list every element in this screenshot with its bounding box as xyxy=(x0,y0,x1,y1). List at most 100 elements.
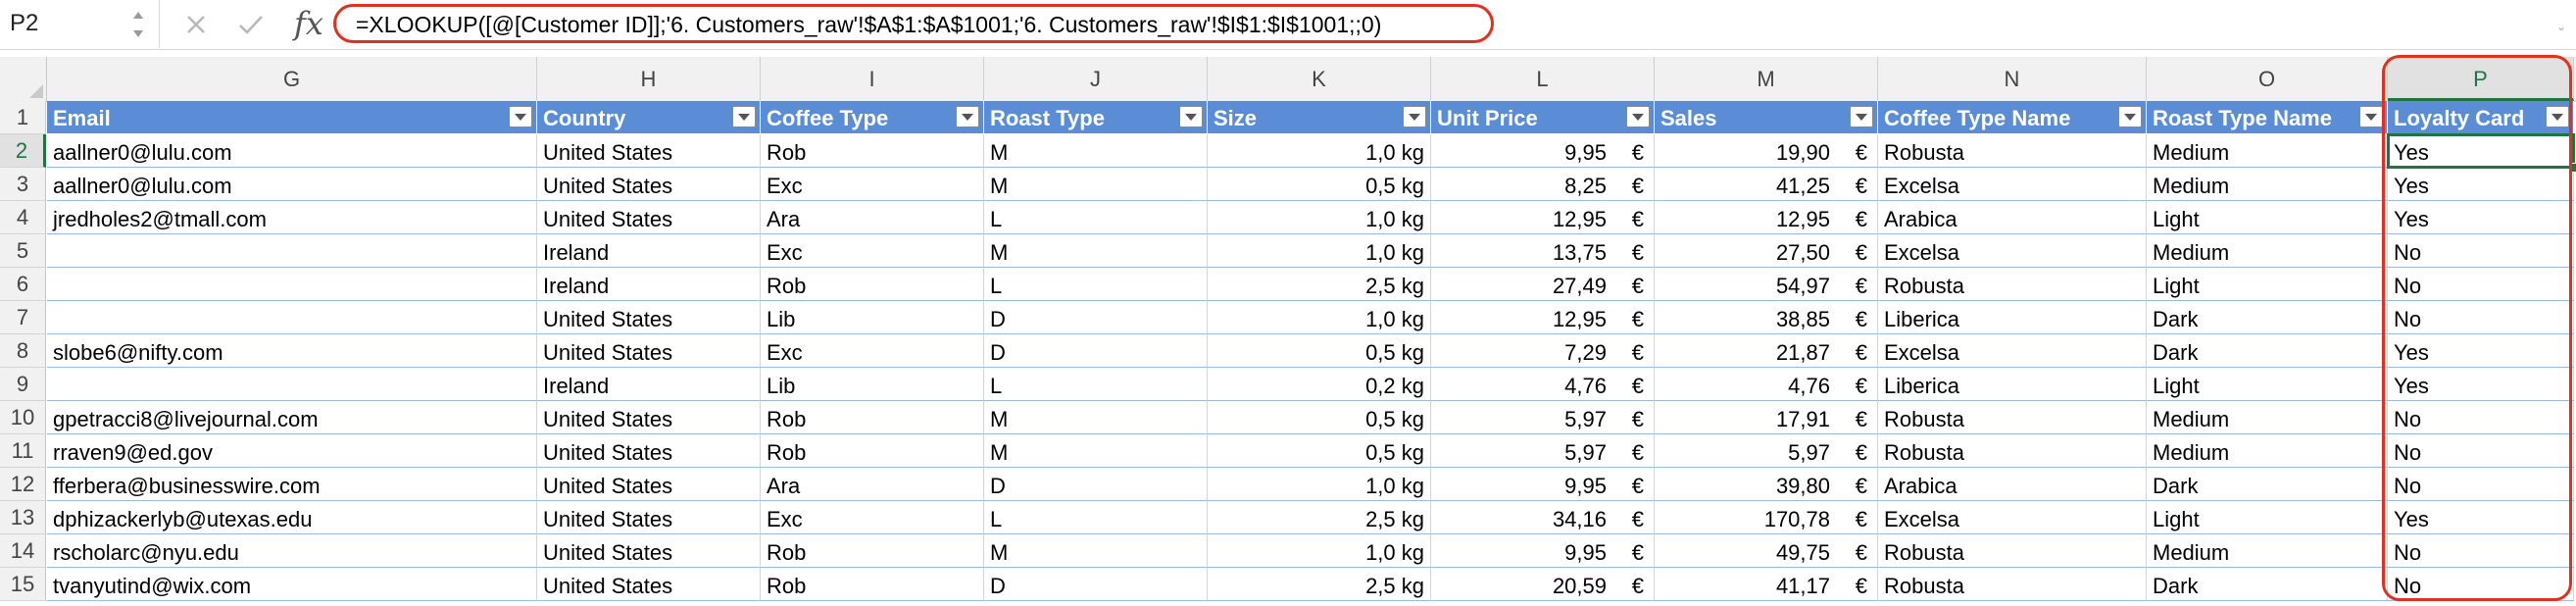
unit-price-cell[interactable]: 8,25 € xyxy=(1431,168,1655,201)
email-cell[interactable]: tvanyutind@wix.com xyxy=(47,568,537,601)
loyalty-card-cell[interactable]: No xyxy=(2388,434,2574,468)
filter-dropdown-icon[interactable] xyxy=(1179,106,1203,127)
country-cell[interactable]: United States xyxy=(537,501,761,534)
email-cell[interactable] xyxy=(47,234,537,268)
coffee-type-cell[interactable]: Rob xyxy=(761,534,984,568)
row-header[interactable]: 12 xyxy=(0,468,46,501)
column-header-o[interactable]: O xyxy=(2147,57,2388,101)
country-cell[interactable]: United States xyxy=(537,201,761,234)
email-cell[interactable]: rraven9@ed.gov xyxy=(47,434,537,468)
roast-type-cell[interactable]: L xyxy=(984,201,1208,234)
loyalty-card-cell[interactable]: No xyxy=(2388,468,2574,501)
roast-type-name-cell[interactable]: Medium xyxy=(2147,534,2388,568)
email-cell[interactable]: aallner0@lulu.com xyxy=(47,134,537,168)
row-header[interactable]: 5 xyxy=(0,234,46,268)
roast-type-name-cell[interactable]: Light xyxy=(2147,368,2388,401)
size-cell[interactable]: 0,2 kg xyxy=(1208,368,1431,401)
row-header[interactable]: 10 xyxy=(0,401,46,434)
roast-type-cell[interactable]: L xyxy=(984,268,1208,301)
column-header-g[interactable]: G xyxy=(47,57,537,101)
coffee-type-name-cell[interactable]: Arabica xyxy=(1878,468,2147,501)
coffee-type-cell[interactable]: Exc xyxy=(761,234,984,268)
unit-price-cell[interactable]: 12,95 € xyxy=(1431,201,1655,234)
roast-type-name-cell[interactable]: Light xyxy=(2147,501,2388,534)
email-cell[interactable] xyxy=(47,268,537,301)
table-header-cell[interactable]: Roast Type xyxy=(984,101,1208,134)
coffee-type-name-cell[interactable]: Robusta xyxy=(1878,268,2147,301)
unit-price-cell[interactable]: 9,95 € xyxy=(1431,134,1655,168)
coffee-type-name-cell[interactable]: Robusta xyxy=(1878,434,2147,468)
size-cell[interactable]: 1,0 kg xyxy=(1208,301,1431,334)
country-cell[interactable]: United States xyxy=(537,334,761,368)
filter-dropdown-icon[interactable] xyxy=(2546,106,2569,127)
coffee-type-name-cell[interactable]: Robusta xyxy=(1878,134,2147,168)
row-header[interactable]: 2 xyxy=(0,134,46,168)
table-header-cell[interactable]: Size xyxy=(1208,101,1431,134)
sales-cell[interactable]: 27,50 € xyxy=(1655,234,1878,268)
filter-dropdown-icon[interactable] xyxy=(1850,106,1873,127)
column-header-h[interactable]: H xyxy=(537,57,761,101)
coffee-type-name-cell[interactable]: Robusta xyxy=(1878,401,2147,434)
row-header[interactable]: 3 xyxy=(0,168,46,201)
coffee-type-name-cell[interactable]: Excelsa xyxy=(1878,168,2147,201)
roast-type-cell[interactable]: D xyxy=(984,301,1208,334)
unit-price-cell[interactable]: 4,76 € xyxy=(1431,368,1655,401)
coffee-type-name-cell[interactable]: Robusta xyxy=(1878,568,2147,601)
table-header-cell[interactable]: Sales xyxy=(1655,101,1878,134)
country-cell[interactable]: United States xyxy=(537,134,761,168)
size-cell[interactable]: 1,0 kg xyxy=(1208,468,1431,501)
row-header[interactable]: 7 xyxy=(0,301,46,334)
size-cell[interactable]: 1,0 kg xyxy=(1208,234,1431,268)
loyalty-card-cell[interactable]: Yes xyxy=(2388,334,2574,368)
email-cell[interactable]: slobe6@nifty.com xyxy=(47,334,537,368)
roast-type-name-cell[interactable]: Dark xyxy=(2147,568,2388,601)
loyalty-card-cell[interactable]: Yes xyxy=(2388,201,2574,234)
name-box[interactable]: P2 xyxy=(0,0,160,48)
roast-type-name-cell[interactable]: Medium xyxy=(2147,168,2388,201)
loyalty-card-cell[interactable]: No xyxy=(2388,301,2574,334)
coffee-type-cell[interactable]: Ara xyxy=(761,201,984,234)
fill-handle[interactable] xyxy=(2569,163,2576,173)
row-header[interactable]: 13 xyxy=(0,501,46,534)
row-header[interactable]: 8 xyxy=(0,334,46,368)
filter-dropdown-icon[interactable] xyxy=(1403,106,1426,127)
coffee-type-name-cell[interactable]: Arabica xyxy=(1878,201,2147,234)
column-header-k[interactable]: K xyxy=(1208,57,1431,101)
email-cell[interactable] xyxy=(47,368,537,401)
column-header-p[interactable]: P xyxy=(2388,57,2574,101)
row-header[interactable]: 9 xyxy=(0,368,46,401)
table-header-cell[interactable]: Country xyxy=(537,101,761,134)
sales-cell[interactable]: 49,75 € xyxy=(1655,534,1878,568)
roast-type-cell[interactable]: M xyxy=(984,534,1208,568)
coffee-type-cell[interactable]: Exc xyxy=(761,168,984,201)
table-header-cell[interactable]: Roast Type Name xyxy=(2147,101,2388,134)
sales-cell[interactable]: 170,78 € xyxy=(1655,501,1878,534)
coffee-type-name-cell[interactable]: Excelsa xyxy=(1878,234,2147,268)
country-cell[interactable]: United States xyxy=(537,534,761,568)
country-cell[interactable]: Ireland xyxy=(537,234,761,268)
row-header[interactable]: 1 xyxy=(0,101,46,134)
roast-type-cell[interactable]: M xyxy=(984,234,1208,268)
coffee-type-name-cell[interactable]: Liberica xyxy=(1878,368,2147,401)
roast-type-cell[interactable]: M xyxy=(984,434,1208,468)
roast-type-cell[interactable]: M xyxy=(984,168,1208,201)
roast-type-name-cell[interactable]: Dark xyxy=(2147,468,2388,501)
size-cell[interactable]: 0,5 kg xyxy=(1208,168,1431,201)
roast-type-name-cell[interactable]: Medium xyxy=(2147,401,2388,434)
coffee-type-name-cell[interactable]: Robusta xyxy=(1878,534,2147,568)
roast-type-cell[interactable]: D xyxy=(984,568,1208,601)
country-cell[interactable]: Ireland xyxy=(537,268,761,301)
unit-price-cell[interactable]: 7,29 € xyxy=(1431,334,1655,368)
country-cell[interactable]: United States xyxy=(537,434,761,468)
email-cell[interactable] xyxy=(47,301,537,334)
row-header[interactable]: 4 xyxy=(0,201,46,234)
table-header-cell[interactable]: Coffee Type xyxy=(761,101,984,134)
cancel-icon[interactable] xyxy=(176,6,216,43)
unit-price-cell[interactable]: 20,59 € xyxy=(1431,568,1655,601)
roast-type-name-cell[interactable]: Medium xyxy=(2147,134,2388,168)
coffee-type-name-cell[interactable]: Excelsa xyxy=(1878,334,2147,368)
row-header[interactable]: 6 xyxy=(0,268,46,301)
sales-cell[interactable]: 5,97 € xyxy=(1655,434,1878,468)
column-header-i[interactable]: I xyxy=(761,57,984,101)
name-box-stepper-icon[interactable] xyxy=(130,5,146,44)
